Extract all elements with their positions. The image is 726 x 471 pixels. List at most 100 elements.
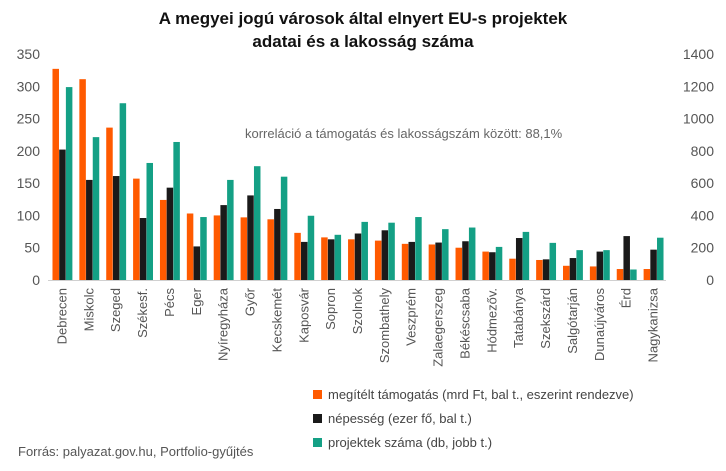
category-label: Szekszárd [538,288,553,349]
category-label: Érd [619,288,634,308]
bar [428,244,436,280]
bar [321,237,328,280]
left-tick-label: 300 [17,78,41,94]
bar [401,243,409,280]
category-label: Győr [243,287,258,316]
bar [650,249,657,280]
category-labels: Debrecen Miskolc Szeged Székesf. Pécs Eger Nyí… [54,287,660,367]
bar [280,176,288,280]
bar [119,103,127,280]
bar [247,195,254,280]
bar [240,217,248,280]
bar [563,265,570,280]
bar [301,241,308,280]
right-axis-ticks: 0 200 400 600 800 1000 1200 1400 [683,46,714,288]
bar [267,219,274,280]
bar [146,162,153,280]
bar [415,217,422,280]
bar [542,259,550,280]
right-tick-label: 1400 [683,46,714,62]
chart-title-line-2: adatai és a lakosság száma [252,32,474,51]
bar [193,246,201,280]
bar [495,246,503,280]
category-label: Salgótarján [565,288,580,354]
legend-swatch [313,390,322,399]
category-label: Szeged [108,288,123,332]
bar [139,218,147,280]
bar [522,231,530,280]
bar [220,205,227,280]
category-label: Miskolc [81,288,96,332]
correlation-annotation: korreláció a támogatás és lakosságszám k… [245,126,563,141]
bar [200,217,207,280]
right-tick-label: 400 [691,207,715,223]
bar [65,87,73,280]
bar [657,237,664,280]
bar [348,239,355,280]
bar [227,179,234,280]
legend: megítélt támogatás (mrd Ft, bal t., esze… [313,387,634,450]
category-label: Veszprém [404,288,419,346]
bars-group [52,68,664,281]
bar [92,137,100,280]
left-axis-ticks: 0 50 100 150 200 250 300 350 [17,46,41,288]
left-tick-label: 350 [17,46,41,62]
category-label: Székesf. [135,288,150,338]
left-tick-label: 150 [17,175,41,191]
bar [106,127,113,281]
category-label: Sopron [323,288,338,330]
bar [173,141,180,280]
bar [327,239,335,280]
right-tick-label: 1000 [683,111,714,127]
bar [361,221,368,280]
bar [112,176,120,280]
bar [408,241,415,280]
bar [536,259,543,280]
left-tick-label: 100 [17,207,41,223]
bar [59,149,66,280]
left-tick-label: 250 [17,111,41,127]
category-label: Dunaújváros [592,288,607,361]
bar [596,251,604,280]
bar [576,250,583,280]
bar [354,233,362,280]
bar [509,258,516,280]
bar [462,241,469,280]
left-tick-label: 200 [17,143,41,159]
legend-label: népesség (ezer fő, bal t.) [328,411,472,426]
bar [307,215,315,280]
legend-swatch [313,438,322,447]
bar [515,238,523,280]
category-label: Debrecen [54,288,69,344]
right-tick-label: 200 [691,240,715,256]
bar [388,222,395,280]
bar [52,68,59,280]
bar [455,247,463,280]
bar [589,266,597,280]
right-tick-label: 0 [706,272,714,288]
category-label: Szombathely [377,288,392,364]
category-label: Szolnok [350,288,365,335]
right-tick-label: 1200 [683,78,714,94]
bar [274,208,281,280]
bar [86,179,93,280]
bar [643,269,651,280]
category-label: Zalaegerszeg [431,288,446,367]
bar [616,269,624,280]
category-label: Kecskemét [269,288,284,353]
bar [603,250,610,280]
left-tick-label: 50 [24,240,40,256]
bar [159,199,167,280]
bar [630,269,637,280]
legend-label: megítélt támogatás (mrd Ft, bal t., esze… [328,387,634,402]
bar [569,258,577,280]
bar [213,215,221,280]
bar [468,227,476,280]
category-label: Kaposvár [296,287,311,343]
bar [381,230,389,280]
bar [253,166,261,280]
bar [442,229,449,280]
category-label: Tatabánya [511,287,526,348]
bar [294,232,301,280]
